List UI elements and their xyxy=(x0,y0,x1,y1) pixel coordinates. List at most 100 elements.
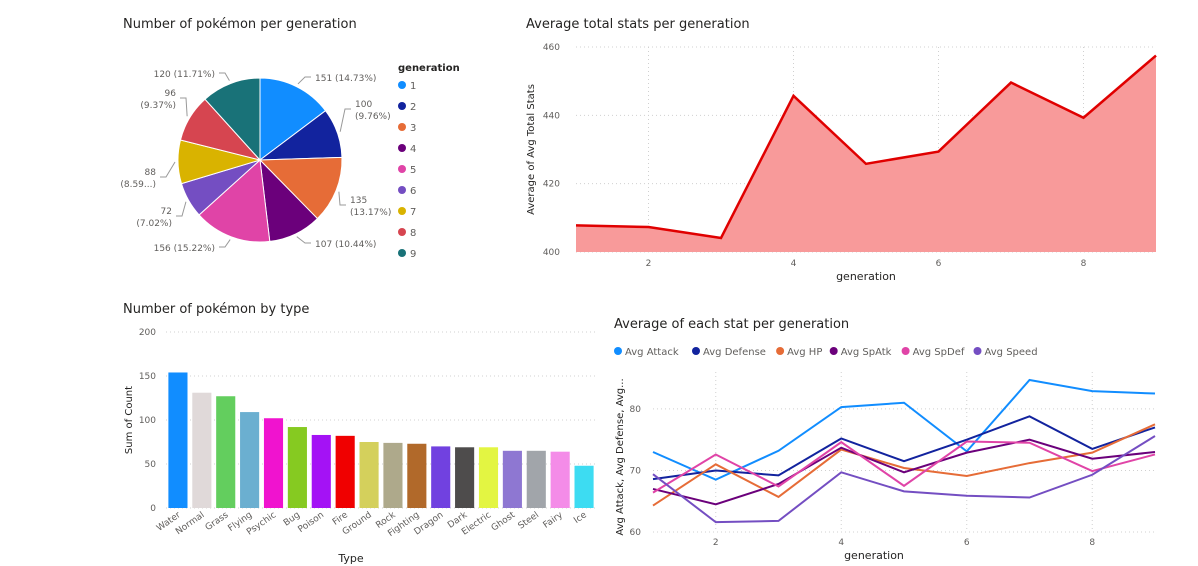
x-tick-label: Poison xyxy=(296,510,326,535)
bar-fairy xyxy=(550,451,570,508)
chart-title: Average of each stat per generation xyxy=(614,317,850,332)
legend-item: 1 xyxy=(410,81,416,92)
x-tick-label: 8 xyxy=(1089,538,1095,548)
pie-slice-1 xyxy=(259,77,327,162)
y-axis-label: Sum of Count xyxy=(124,386,135,454)
bar-ice xyxy=(574,465,594,508)
x-axis-label: generation xyxy=(836,270,896,283)
pie-slice-9 xyxy=(204,77,261,162)
y-tick-label: 400 xyxy=(543,248,560,258)
data-label: 151 (14.73%) xyxy=(315,74,376,84)
leader-line xyxy=(219,239,231,248)
x-tick-label: 4 xyxy=(791,259,797,269)
x-axis-label: generation xyxy=(844,549,904,562)
bar-rock xyxy=(383,442,403,508)
y-tick-label: 440 xyxy=(543,111,560,121)
data-label: (9.76%) xyxy=(355,112,391,122)
legend-title: generation xyxy=(398,63,460,74)
bar-fighting xyxy=(407,443,427,508)
y-axis-label: Average of Avg Total Stats xyxy=(526,84,537,215)
legend-item: Avg Speed xyxy=(985,347,1038,358)
x-tick-label: 2 xyxy=(646,259,652,269)
x-tick-label: Ice xyxy=(572,510,589,526)
legend-item: 7 xyxy=(410,207,416,218)
leader-line xyxy=(180,97,188,117)
legend-marker xyxy=(398,81,406,89)
leader-line xyxy=(338,191,346,206)
bar-dragon xyxy=(431,446,451,508)
bar-dark xyxy=(455,447,475,508)
legend-marker xyxy=(776,347,785,355)
bar-steel xyxy=(526,450,546,508)
chart-title: Number of pokémon by type xyxy=(123,302,310,317)
series-line-avg-spatk xyxy=(652,438,1156,506)
leader-line xyxy=(176,201,187,217)
x-tick-label: Fairy xyxy=(542,510,566,531)
area-chart-panel: Average total stats per generation 400 42… xyxy=(515,10,1175,285)
y-tick-label: 50 xyxy=(145,460,157,470)
series-line-avg-defense xyxy=(652,415,1156,481)
y-tick-label: 100 xyxy=(139,416,156,426)
bar-electric xyxy=(478,447,499,508)
y-tick-label: 60 xyxy=(630,528,642,538)
y-tick-label: 70 xyxy=(630,466,642,476)
legend-marker xyxy=(398,228,406,236)
x-tick-label: 8 xyxy=(1081,259,1087,269)
data-label: (8.59...) xyxy=(120,180,156,190)
bar-grass xyxy=(216,396,236,508)
series-line-avg-hp xyxy=(652,423,1156,507)
bar-psychic xyxy=(263,418,284,508)
x-tick-label: Steel xyxy=(517,510,541,531)
legend-marker xyxy=(398,123,406,131)
x-tick-label: 2 xyxy=(713,538,719,548)
bar-ground xyxy=(359,442,379,508)
area-fill xyxy=(576,55,1156,252)
y-axis-label: Avg Attack, Avg Defense, Avg... xyxy=(615,378,626,535)
legend-item: Avg HP xyxy=(787,347,822,358)
data-label: (9.37%) xyxy=(140,101,176,111)
data-label: 88 xyxy=(145,168,157,178)
series-line-avg-attack xyxy=(652,378,1156,481)
x-tick-label: Ghost xyxy=(490,510,518,534)
series-line xyxy=(575,54,1157,240)
legend-item: 8 xyxy=(410,228,416,239)
chart-title: Number of pokémon per generation xyxy=(123,17,357,32)
legend-item: 3 xyxy=(410,123,416,134)
leader-line xyxy=(160,161,176,178)
legend-marker xyxy=(398,165,406,173)
data-label: 120 (11.71%) xyxy=(154,70,215,80)
y-tick-label: 150 xyxy=(139,372,156,382)
legend-marker xyxy=(398,144,406,152)
legend-marker xyxy=(829,347,838,355)
x-tick-label: 4 xyxy=(838,538,844,548)
legend-marker xyxy=(901,347,910,355)
legend-item: Avg SpDef xyxy=(913,347,965,358)
x-tick-label: 6 xyxy=(964,538,970,548)
legend-item: 6 xyxy=(410,186,416,197)
bar-flying xyxy=(240,412,260,508)
legend-marker xyxy=(973,347,982,355)
series-line-avg-spdef xyxy=(652,440,1156,494)
area-chart[interactable]: 400 420 440 460 2 4 6 8 generation Average of Avg… xyxy=(515,10,1175,285)
pie-slice-5 xyxy=(198,158,271,243)
line-chart-panel: Average of each stat per generation Avg … xyxy=(603,308,1175,566)
data-label: 107 (10.44%) xyxy=(315,240,376,250)
line-chart[interactable]: Avg Attack Avg Defense Avg HP Avg SpAtk Avg … xyxy=(603,308,1175,566)
legend-marker xyxy=(692,347,700,355)
leader-line xyxy=(339,108,351,132)
data-label: (13.17%) xyxy=(350,208,391,218)
legend-marker xyxy=(398,186,406,194)
legend-item: Avg Defense xyxy=(703,347,766,358)
x-axis-label: Type xyxy=(337,552,363,565)
y-tick-label: 80 xyxy=(630,405,642,415)
legend-item: 2 xyxy=(410,102,416,113)
data-label: 72 xyxy=(161,207,172,217)
legend-item: Avg SpAtk xyxy=(841,347,892,358)
bar-chart[interactable]: 050100150200WaterNormalGrassFlyingPsychi… xyxy=(112,294,602,566)
pie-chart[interactable]: 151 (14.73%)100(9.76%)135(13.17%)107 (10… xyxy=(112,10,472,280)
legend-marker xyxy=(398,249,406,257)
y-tick-label: 0 xyxy=(150,504,156,514)
x-tick-label: 6 xyxy=(936,259,942,269)
legend-item: 4 xyxy=(410,144,416,155)
legend-item: Avg Attack xyxy=(625,347,679,358)
